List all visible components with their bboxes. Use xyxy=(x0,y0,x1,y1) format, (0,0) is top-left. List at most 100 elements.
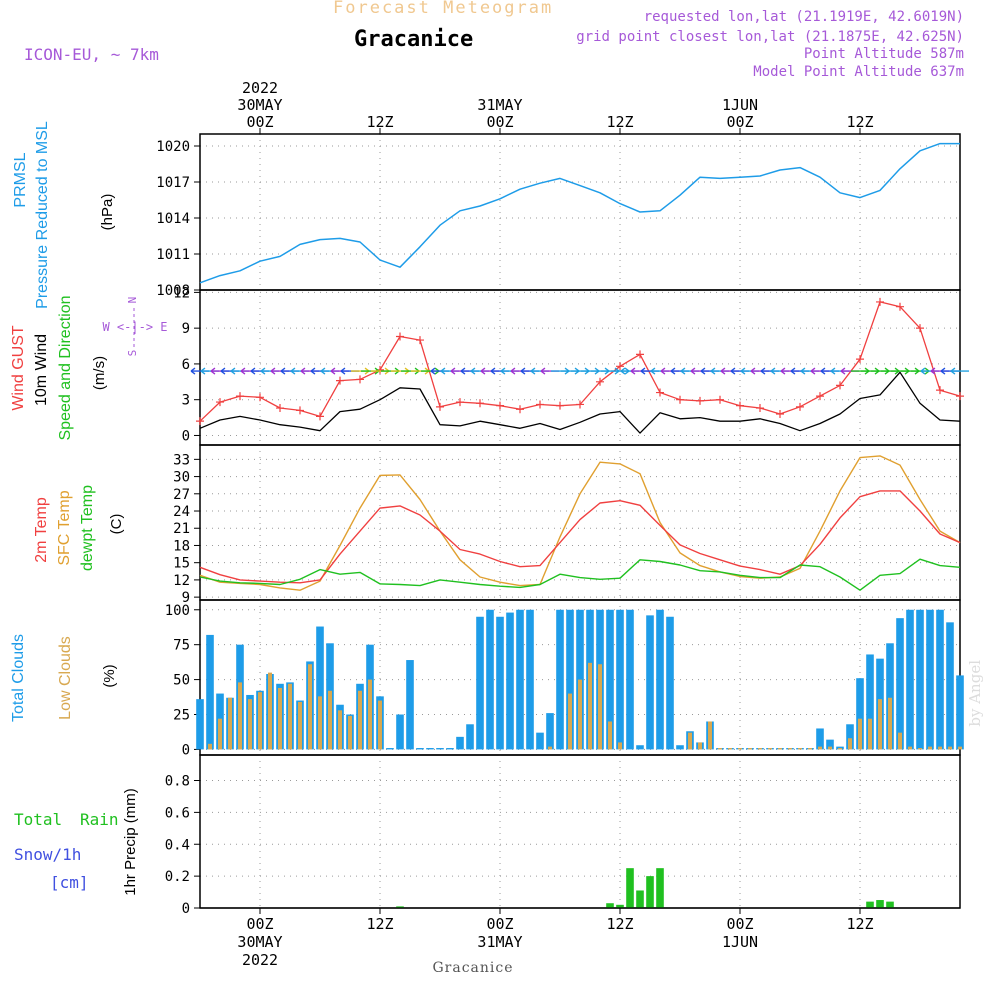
rain-bar xyxy=(646,876,654,908)
low-cloud-bar xyxy=(238,682,242,750)
total-cloud-bar xyxy=(316,626,324,750)
low-cloud-bar xyxy=(718,748,722,750)
low-cloud-bar xyxy=(938,746,942,750)
low-cloud-bar xyxy=(348,715,352,750)
low-cloud-bar xyxy=(888,697,892,750)
gust-label: Wind GUST xyxy=(10,325,27,411)
temp-label: 2m Temp xyxy=(33,497,50,563)
low-cloud-bar xyxy=(848,738,852,750)
low-clouds-label: Low Clouds xyxy=(57,636,74,720)
gust-marker xyxy=(516,405,524,414)
ytick-label: 0 xyxy=(182,742,190,758)
total-cloud-bar xyxy=(856,678,864,750)
ytick-label: 1011 xyxy=(156,247,190,263)
rain-bar xyxy=(616,904,624,908)
low-cloud-bar xyxy=(368,679,372,750)
xtick-label-bottom: 31MAY xyxy=(477,933,522,951)
total-cloud-bar xyxy=(196,699,204,750)
pressure-unit: (hPa) xyxy=(99,194,116,231)
wind-label: 10m Wind xyxy=(33,334,50,406)
xtick-label-top: 12Z xyxy=(366,113,393,131)
ytick-label: 0 xyxy=(182,901,190,917)
ytick-label: 1017 xyxy=(156,175,190,191)
rain-bar xyxy=(626,868,634,908)
rain-bar xyxy=(866,901,874,908)
low-cloud-bar xyxy=(548,746,552,750)
low-cloud-bar xyxy=(578,679,582,750)
rain-bar xyxy=(656,868,664,908)
rain-bar xyxy=(606,903,614,908)
grid-point-coords: grid point closest lon,lat (21.1875E, 42… xyxy=(576,29,964,45)
ytick-label: 1020 xyxy=(156,139,190,155)
ytick-label: 100 xyxy=(165,603,190,619)
low-cloud-bar xyxy=(918,748,922,750)
xtick-label-bottom: 2022 xyxy=(242,951,278,969)
low-cloud-bar xyxy=(598,664,602,750)
gust-marker xyxy=(256,393,264,402)
total-cloud-bar xyxy=(456,736,464,750)
wind-arrow xyxy=(950,367,969,375)
xtick-label-bottom: 12Z xyxy=(366,915,393,933)
gust-marker xyxy=(676,395,684,404)
gust-marker xyxy=(276,404,284,413)
low-cloud-bar xyxy=(788,748,792,750)
xtick-label-bottom: 00Z xyxy=(246,915,273,933)
rain-bar xyxy=(636,890,644,908)
model-altitude: Model Point Altitude 637m xyxy=(753,64,964,80)
panel-frame xyxy=(199,754,961,909)
gust-marker xyxy=(836,381,844,390)
low-cloud-bar xyxy=(908,746,912,750)
total-cloud-bar xyxy=(626,609,634,750)
total-cloud-bar xyxy=(486,609,494,750)
ytick-label: 0 xyxy=(182,428,190,444)
rain-label-rain: Rain xyxy=(80,810,119,829)
ytick-label: 0.8 xyxy=(165,774,190,790)
low-cloud-bar xyxy=(958,746,962,750)
gust-marker xyxy=(356,375,364,384)
compass-south: S xyxy=(126,350,139,357)
low-cloud-bar xyxy=(228,697,232,750)
watermark: by Angel xyxy=(966,660,984,727)
ytick-label: 15 xyxy=(173,556,190,572)
ytick-label: 21 xyxy=(173,521,190,537)
ytick-label: 9 xyxy=(182,321,190,337)
low-cloud-bar xyxy=(818,746,822,750)
ytick-label: 0.4 xyxy=(165,837,190,853)
low-cloud-bar xyxy=(588,662,592,750)
ytick-label: 27 xyxy=(173,487,190,503)
total-cloud-bar xyxy=(526,609,534,750)
compass-we: W <-|-> E xyxy=(102,320,167,334)
total-cloud-bar xyxy=(826,739,834,750)
xtick-label-top: 1JUN xyxy=(722,96,758,114)
low-cloud-bar xyxy=(208,743,212,750)
total-cloud-bar xyxy=(906,609,914,750)
low-cloud-bar xyxy=(828,746,832,750)
model-label: ICON-EU, ~ 7km xyxy=(24,45,159,64)
xtick-label-bottom: 1JUN xyxy=(722,933,758,951)
low-cloud-bar xyxy=(948,746,952,750)
xtick-label-top: 12Z xyxy=(606,113,633,131)
ytick-label: 1014 xyxy=(156,211,190,227)
sfc-temp-line xyxy=(199,455,961,591)
gust-marker xyxy=(776,410,784,418)
low-cloud-bar xyxy=(778,748,782,750)
gust-marker xyxy=(956,392,964,401)
xtick-label-top: 31MAY xyxy=(477,96,522,114)
clouds-unit: (%) xyxy=(101,664,118,687)
gust-marker xyxy=(296,406,304,415)
low-cloud-bar xyxy=(868,718,872,750)
gust-marker xyxy=(656,388,664,397)
gust-marker xyxy=(816,392,824,401)
gust-marker xyxy=(716,395,724,404)
temp-line xyxy=(199,490,961,584)
xtick-label-bottom: 30MAY xyxy=(237,933,282,951)
gust-marker xyxy=(876,297,884,306)
total-cloud-bar xyxy=(656,609,664,750)
total-cloud-bar xyxy=(516,609,524,750)
precip-unit: 1hr Precip (mm) xyxy=(122,788,139,896)
chart-title: Forecast Meteogram xyxy=(333,0,554,18)
ytick-label: 25 xyxy=(173,708,190,724)
low-cloud-bar xyxy=(738,748,742,750)
low-cloud-bar xyxy=(568,693,572,750)
